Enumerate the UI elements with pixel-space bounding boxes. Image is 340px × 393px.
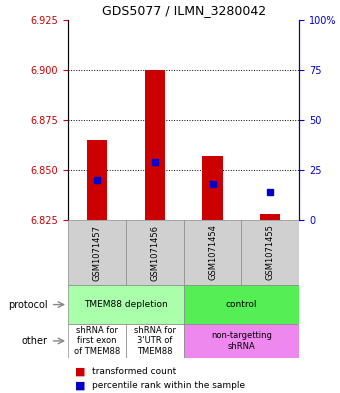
Text: protocol: protocol xyxy=(8,299,48,310)
Text: shRNA for
3'UTR of
TMEM88: shRNA for 3'UTR of TMEM88 xyxy=(134,326,176,356)
Bar xyxy=(260,214,280,220)
Text: percentile rank within the sample: percentile rank within the sample xyxy=(92,382,245,390)
Text: GSM1071454: GSM1071454 xyxy=(208,224,217,281)
Bar xyxy=(68,324,126,358)
Text: ■: ■ xyxy=(75,366,85,376)
Bar xyxy=(184,285,299,324)
Title: GDS5077 / ILMN_3280042: GDS5077 / ILMN_3280042 xyxy=(102,4,266,17)
Bar xyxy=(87,140,107,220)
Bar xyxy=(126,324,184,358)
Text: shRNA for
first exon
of TMEM88: shRNA for first exon of TMEM88 xyxy=(74,326,120,356)
Text: GSM1071455: GSM1071455 xyxy=(266,224,275,281)
Text: non-targetting
shRNA: non-targetting shRNA xyxy=(211,331,272,351)
Text: ■: ■ xyxy=(75,381,85,391)
Text: GSM1071457: GSM1071457 xyxy=(92,224,101,281)
Text: GSM1071456: GSM1071456 xyxy=(150,224,159,281)
Bar xyxy=(68,220,126,285)
Text: control: control xyxy=(226,300,257,309)
Bar xyxy=(184,324,299,358)
Bar xyxy=(144,70,165,220)
Text: TMEM88 depletion: TMEM88 depletion xyxy=(84,300,168,309)
Bar xyxy=(241,220,299,285)
Bar xyxy=(184,220,241,285)
Bar xyxy=(202,156,223,220)
Text: other: other xyxy=(22,336,48,346)
Text: transformed count: transformed count xyxy=(92,367,176,376)
Bar xyxy=(126,220,184,285)
Bar xyxy=(68,285,184,324)
